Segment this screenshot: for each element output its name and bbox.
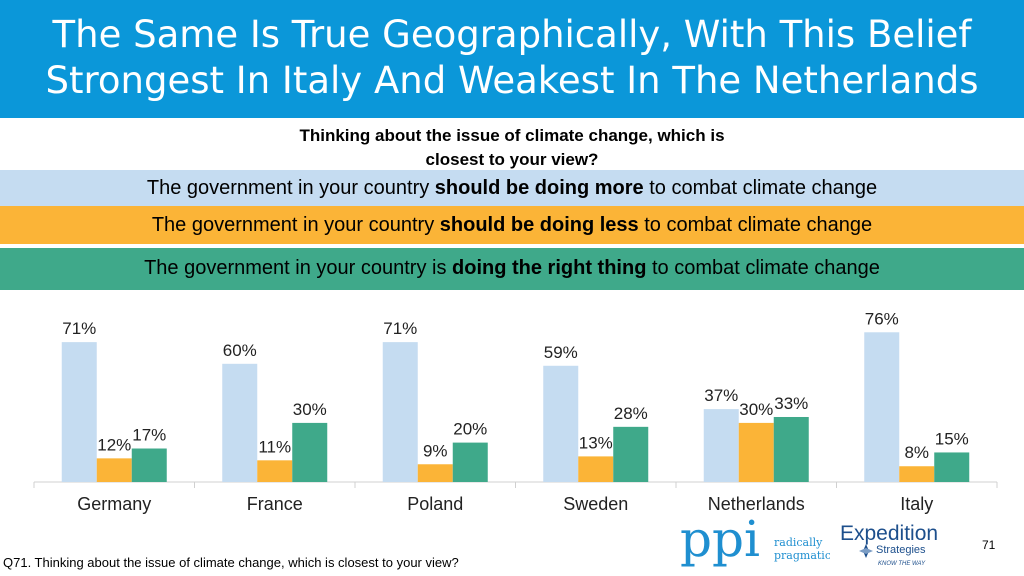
bar-more bbox=[382, 342, 418, 482]
category-label: Netherlands bbox=[708, 494, 805, 514]
category-label: Italy bbox=[900, 494, 933, 514]
data-label-more: 71% bbox=[62, 319, 96, 338]
ppi-logo-tagline-1: radically bbox=[774, 536, 823, 549]
data-label-right: 30% bbox=[293, 400, 327, 419]
bar-less bbox=[417, 464, 453, 482]
question-line-2: closest to your view? bbox=[425, 150, 599, 169]
expedition-logo-tagline: KNOW THE WAY bbox=[878, 561, 926, 567]
legend-should-do-less: The government in your country should be… bbox=[0, 206, 1024, 244]
footnote: Q71. Thinking about the issue of climate… bbox=[3, 555, 459, 570]
bar-more bbox=[703, 409, 739, 482]
bar-less bbox=[899, 466, 935, 482]
legend-doing-right-thing: The government in your country is doing … bbox=[0, 248, 1024, 290]
bar-less bbox=[257, 460, 293, 482]
expedition-logo-strategies: Strategies bbox=[876, 544, 926, 556]
data-label-more: 59% bbox=[544, 343, 578, 362]
bar-less bbox=[578, 456, 614, 482]
data-label-right: 20% bbox=[453, 420, 487, 439]
bar-less bbox=[738, 422, 774, 482]
expedition-strategies-logo: Expedition Strategies KNOW THE WAY bbox=[840, 522, 938, 567]
category-label: Germany bbox=[77, 494, 151, 514]
bar-right bbox=[131, 448, 167, 482]
category-label: France bbox=[247, 494, 303, 514]
data-label-right: 15% bbox=[935, 429, 969, 448]
title-line-1: The Same Is True Geographically, With Th… bbox=[52, 13, 972, 56]
category-label: Poland bbox=[407, 494, 463, 514]
ppi-logo-mark: ppi bbox=[680, 516, 760, 568]
bar-more bbox=[222, 363, 258, 482]
data-label-less: 12% bbox=[97, 435, 131, 454]
legend-should-do-more: The government in your country should be… bbox=[0, 170, 1024, 206]
data-label-more: 37% bbox=[704, 386, 738, 405]
data-label-right: 33% bbox=[774, 394, 808, 413]
data-label-less: 8% bbox=[904, 443, 929, 462]
data-label-right: 28% bbox=[614, 404, 648, 423]
compass-icon bbox=[859, 544, 873, 558]
page-title: The Same Is True Geographically, With Th… bbox=[0, 12, 1024, 104]
bar-right bbox=[773, 416, 809, 482]
bar-right bbox=[292, 422, 328, 482]
title-bar bbox=[0, 0, 1024, 118]
question-text: Thinking about the issue of climate chan… bbox=[200, 124, 824, 172]
ppi-logo: ppi radically pragmatic bbox=[680, 516, 830, 568]
data-label-more: 60% bbox=[223, 341, 257, 360]
bar-more bbox=[543, 365, 579, 482]
data-label-right: 17% bbox=[132, 426, 166, 445]
data-label-more: 71% bbox=[383, 319, 417, 338]
bar-more bbox=[61, 342, 97, 482]
bar-right bbox=[452, 442, 488, 482]
page-number: 71 bbox=[982, 538, 996, 552]
data-label-less: 30% bbox=[739, 400, 773, 419]
data-label-less: 13% bbox=[579, 433, 613, 452]
data-label-less: 9% bbox=[423, 441, 448, 460]
bar-chart: 71%12%17%Germany60%11%30%France71%9%20%P… bbox=[33, 309, 998, 514]
bar-less bbox=[96, 458, 132, 482]
title-line-2: Strongest In Italy And Weakest In The Ne… bbox=[45, 59, 979, 102]
question-line-1: Thinking about the issue of climate chan… bbox=[299, 126, 725, 145]
data-label-less: 11% bbox=[258, 437, 291, 456]
bar-more bbox=[864, 332, 900, 482]
bar-right bbox=[613, 426, 649, 482]
ppi-logo-tagline-2: pragmatic bbox=[774, 549, 830, 562]
bar-right bbox=[934, 452, 970, 482]
expedition-logo-name: Expedition bbox=[840, 522, 938, 545]
data-label-more: 76% bbox=[865, 309, 899, 328]
category-label: Sweden bbox=[563, 494, 628, 514]
